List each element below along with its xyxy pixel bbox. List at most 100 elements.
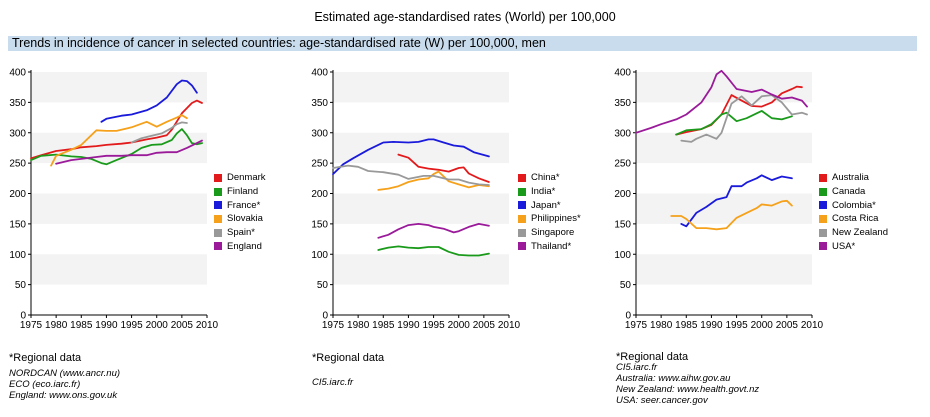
source-line: USA: seer.cancer.gov — [616, 395, 708, 406]
y-tick-label: 250 — [9, 159, 26, 170]
y-tick-label: 100 — [9, 250, 26, 261]
series-line-thailand — [377, 223, 490, 239]
x-tick-label: 2005 — [473, 320, 496, 331]
legend-item: Colombia* — [819, 198, 888, 212]
legend-swatch — [214, 201, 222, 210]
series-line-india — [377, 245, 490, 257]
legend-item: USA* — [819, 239, 888, 253]
chart-panel-americas-oceania: 0 50 100 150 200 250 300 350 400 1975 1980 1985 1990… — [605, 55, 905, 415]
y-tick-label: 100 — [614, 250, 631, 261]
y-tick-label: 250 — [311, 159, 328, 170]
background-band — [636, 254, 812, 285]
series-line-canada — [675, 110, 793, 136]
x-tick-label: 1975 — [625, 320, 648, 331]
legend-swatch — [214, 214, 222, 223]
line-chart: 0 50 100 150 200 250 300 350 400 1975 1980 1985 1990… — [9, 68, 219, 332]
series-line-usa — [635, 69, 808, 134]
legend-label: Singapore — [531, 227, 575, 239]
y-tick-label: 400 — [9, 68, 26, 79]
regional-note: *Regional data — [9, 352, 82, 364]
series-line-china — [397, 153, 490, 183]
background-band — [31, 193, 207, 224]
x-tick-label: 2010 — [498, 320, 521, 331]
legend-label: Slovakia — [227, 213, 263, 225]
series-line-costa-rica — [670, 199, 793, 231]
y-tick-label: 50 — [620, 280, 632, 291]
series-line-slovakia — [50, 114, 188, 167]
x-tick-label: 2010 — [801, 320, 824, 331]
legend-label: France* — [227, 199, 261, 211]
legend-swatch — [518, 187, 526, 196]
legend-item: France* — [214, 198, 266, 212]
legend-label: Spain* — [227, 227, 255, 239]
x-tick-label: 1995 — [422, 320, 445, 331]
legend-item: Canada — [819, 185, 888, 199]
series-line-france — [100, 79, 198, 123]
legend-label: Australia — [832, 172, 869, 184]
y-tick-label: 300 — [9, 128, 26, 139]
source-line: ECO (eco.iarc.fr) — [9, 379, 81, 390]
legend-label: Philippines* — [531, 213, 581, 225]
y-tick-label: 350 — [311, 98, 328, 109]
y-tick-label: 150 — [311, 219, 328, 230]
data-sources: NORDCAN (www.ancr.nu) ECO (eco.iarc.fr) En… — [9, 368, 120, 401]
legend-item: Singapore — [518, 226, 581, 240]
legend-swatch — [214, 242, 222, 251]
section-banner: Trends in incidence of cancer in selecte… — [8, 36, 917, 51]
legend-swatch — [214, 228, 222, 237]
legend-label: England — [227, 240, 262, 252]
legend-label: New Zealand — [832, 227, 888, 239]
background-band — [31, 254, 207, 285]
y-tick-label: 200 — [614, 189, 631, 200]
source-line: CI5.iarc.fr — [616, 362, 658, 373]
source-line: CI5.iarc.fr — [312, 377, 354, 388]
legend-item: England — [214, 239, 266, 253]
y-tick-label: 150 — [614, 219, 631, 230]
legend-swatch — [518, 228, 526, 237]
legend-label: USA* — [832, 240, 856, 252]
series-line-england — [55, 139, 203, 165]
legend-swatch — [819, 173, 827, 182]
source-line: New Zealand: www.health.govt.nz — [616, 384, 760, 395]
y-tick-label: 200 — [311, 189, 328, 200]
y-tick-label: 0 — [625, 311, 631, 322]
x-tick-label: 1995 — [725, 320, 748, 331]
series-line-spain — [130, 121, 188, 144]
legend-item: Costa Rica — [819, 212, 888, 226]
chart-legend: Denmark Finland France* Slovakia Spain* Engla… — [214, 171, 266, 253]
legend-swatch — [518, 242, 526, 251]
y-tick-label: 0 — [322, 311, 328, 322]
legend-swatch — [214, 187, 222, 196]
legend-item: Japan* — [518, 198, 581, 212]
x-tick-label: 1990 — [397, 320, 420, 331]
x-tick-label: 1980 — [347, 320, 370, 331]
y-tick-label: 300 — [614, 128, 631, 139]
legend-swatch — [518, 214, 526, 223]
legend-swatch — [819, 201, 827, 210]
x-tick-label: 1995 — [120, 320, 143, 331]
x-tick-label: 2010 — [196, 320, 219, 331]
background-band — [333, 254, 509, 285]
x-tick-label: 1980 — [650, 320, 673, 331]
legend-label: Denmark — [227, 172, 266, 184]
x-tick-label: 1985 — [70, 320, 93, 331]
legend-label: Colombia* — [832, 199, 876, 211]
chart-panel-asia: 0 50 100 150 200 250 300 350 400 1975 1980 1985 1990… — [302, 55, 602, 415]
legend-swatch — [819, 242, 827, 251]
series-line-new-zealand — [680, 94, 808, 143]
y-tick-label: 400 — [311, 68, 328, 79]
series-line-finland — [30, 128, 203, 166]
legend-label: Canada — [832, 186, 866, 198]
y-tick-label: 300 — [311, 128, 328, 139]
y-tick-label: 50 — [15, 280, 27, 291]
y-tick-label: 0 — [20, 311, 26, 322]
x-tick-label: 1990 — [95, 320, 118, 331]
series-line-singapore — [332, 164, 490, 186]
legend-label: Japan* — [531, 199, 561, 211]
background-band — [333, 132, 509, 164]
legend-item: China* — [518, 171, 581, 185]
background-band — [31, 72, 207, 103]
x-tick-label: 1975 — [322, 320, 345, 331]
x-tick-label: 2000 — [448, 320, 471, 331]
x-tick-label: 2000 — [146, 320, 169, 331]
